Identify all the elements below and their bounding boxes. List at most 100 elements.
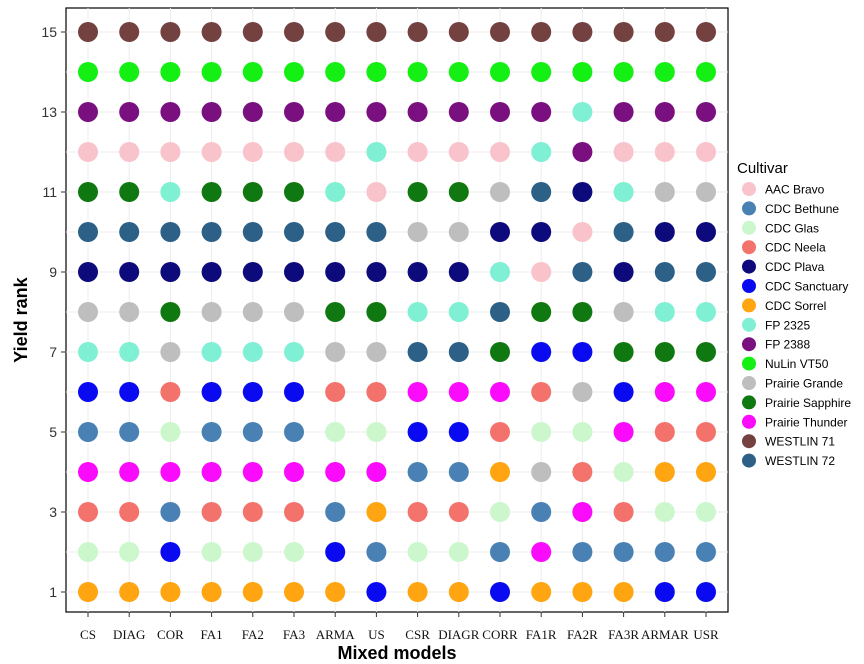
x-tick-label: USR [693, 627, 719, 642]
data-point: CDC Sanctuary [407, 422, 428, 442]
data-point: WESTLIN 71 [696, 22, 716, 42]
data-point: Prairie Grande [490, 182, 510, 202]
x-tick-label: ARMAR [641, 627, 689, 642]
data-point: AAC Bravo [407, 142, 428, 162]
data-point: CDC Bethune [201, 422, 222, 442]
data-point: CDC Sanctuary [613, 382, 634, 402]
data-point: CDC Sanctuary [654, 582, 675, 602]
data-point: CDC Plava [448, 262, 469, 282]
x-tick-label: FA3 [283, 627, 305, 642]
x-tick-label: FA2R [567, 627, 598, 642]
data-point: Prairie Thunder [407, 382, 428, 402]
y-axis-label: Yield rank [11, 276, 31, 362]
data-point: Prairie Thunder [201, 462, 222, 482]
data-point: FP 2325 [572, 102, 593, 122]
data-point: WESTLIN 71 [160, 22, 181, 42]
data-point: AAC Bravo [325, 142, 346, 162]
legend-swatch [742, 453, 756, 468]
data-point: CDC Neela [242, 502, 263, 522]
data-point: CDC Sorrel [613, 582, 634, 602]
data-point: CDC Sorrel [325, 582, 346, 602]
data-point: CDC Neela [654, 422, 675, 442]
data-point: CDC Sorrel [696, 462, 716, 482]
data-point: Prairie Grande [160, 342, 181, 362]
y-tick-label: 9 [49, 264, 57, 280]
data-point: FP 2388 [531, 102, 552, 122]
data-point: WESTLIN 71 [325, 22, 346, 42]
data-point: AAC Bravo [78, 142, 98, 162]
legend-swatch [742, 240, 756, 255]
data-point: CDC Plava [366, 262, 387, 282]
data-point: NuLin VT50 [160, 62, 181, 82]
x-tick-label: CS [80, 627, 96, 642]
data-point: NuLin VT50 [366, 62, 387, 82]
x-tick-label: US [368, 627, 385, 642]
legend-label: Prairie Grande [765, 377, 843, 391]
data-point: FP 2325 [696, 302, 716, 322]
data-point: FP 2325 [448, 302, 469, 322]
data-point: WESTLIN 71 [613, 22, 634, 42]
legend-title: Cultivar [737, 160, 788, 177]
data-point: WESTLIN 71 [531, 22, 552, 42]
data-point: CDC Bethune [531, 502, 552, 522]
data-point: CDC Sanctuary [366, 582, 387, 602]
legend-swatch [742, 317, 756, 332]
data-point: CDC Sanctuary [284, 382, 304, 402]
data-point: Prairie Thunder [696, 382, 716, 402]
x-tick-label: ARMA [316, 627, 356, 642]
data-point: NuLin VT50 [654, 62, 675, 82]
data-point: WESTLIN 71 [78, 22, 98, 42]
data-point: FP 2325 [119, 342, 140, 362]
legend-label: FP 2325 [765, 318, 810, 332]
data-point: CDC Plava [160, 262, 181, 282]
data-point: CDC Neela [78, 502, 98, 522]
data-point: CDC Glas [613, 462, 634, 482]
data-point: CDC Neela [613, 502, 634, 522]
data-point: AAC Bravo [696, 142, 716, 162]
data-point: WESTLIN 72 [366, 222, 387, 242]
data-point: Prairie Grande [366, 342, 387, 362]
data-point: CDC Glas [284, 542, 304, 562]
legend-label: CDC Bethune [765, 202, 839, 216]
legend-label: AAC Bravo [765, 183, 825, 197]
data-point: WESTLIN 72 [654, 262, 675, 282]
data-point: CDC Neela [366, 382, 387, 402]
data-point: Prairie Grande [572, 382, 593, 402]
data-point: CDC Plava [572, 182, 593, 202]
data-point: FP 2388 [284, 102, 304, 122]
data-point: Prairie Sapphire [78, 182, 98, 202]
data-point: WESTLIN 72 [284, 222, 304, 242]
data-point: AAC Bravo [572, 222, 593, 242]
legend-label: CDC Glas [765, 221, 819, 235]
data-point: WESTLIN 71 [242, 22, 263, 42]
data-point: FP 2388 [613, 102, 634, 122]
data-point: Prairie Thunder [325, 462, 346, 482]
data-point: CDC Glas [325, 422, 346, 442]
x-axis-ticks: CS DIAG COR FA1 FA2 FA3 ARMA US CSR DIAGR CORR FA1R… [80, 612, 719, 642]
data-point: NuLin VT50 [407, 62, 428, 82]
data-point: CDC Neela [531, 382, 552, 402]
legend-swatch [742, 395, 756, 410]
data-point: Prairie Sapphire [654, 342, 675, 362]
data-point: CDC Sorrel [242, 582, 263, 602]
data-point: CDC Bethune [448, 462, 469, 482]
data-point: WESTLIN 72 [572, 262, 593, 282]
data-point: NuLin VT50 [201, 62, 222, 82]
data-point: Prairie Grande [201, 302, 222, 322]
data-point: CDC Neela [696, 422, 716, 442]
data-point: WESTLIN 72 [160, 222, 181, 242]
data-point: Prairie Sapphire [201, 182, 222, 202]
data-points: CDC Sorrel CDC Glas CDC Neela Prairie Thund… [78, 22, 716, 602]
data-point: CDC Sanctuary [448, 422, 469, 442]
data-point: CDC Plava [490, 222, 510, 242]
data-point: CDC Neela [160, 382, 181, 402]
data-point: WESTLIN 72 [119, 222, 140, 242]
data-point: CDC Sorrel [119, 582, 140, 602]
data-point: CDC Glas [201, 542, 222, 562]
data-point: FP 2325 [325, 182, 346, 202]
data-point: NuLin VT50 [325, 62, 346, 82]
data-point: AAC Bravo [201, 142, 222, 162]
data-point: FP 2325 [613, 182, 634, 202]
data-point: FP 2325 [654, 302, 675, 322]
